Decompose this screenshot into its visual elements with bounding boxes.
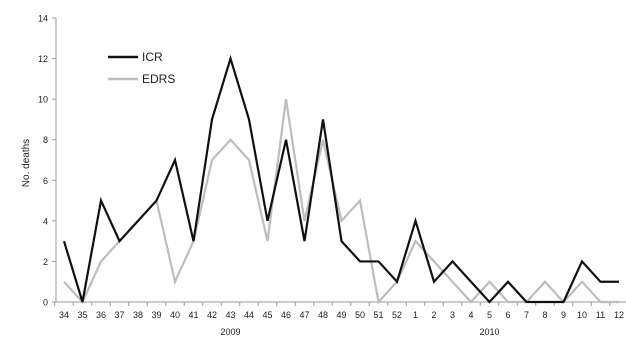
x-tick-label: 34 <box>59 310 69 320</box>
x-tick-label: 42 <box>207 310 217 320</box>
year-label-2010: 2010 <box>479 327 499 337</box>
x-axis-ticks: 34 35 36 37 38 39 40 41 42 43 44 45 46 47 48 49 50 51 52 1 2… <box>54 302 624 320</box>
y-tick-label: 8 <box>43 135 48 145</box>
x-tick-label: 7 <box>524 310 529 320</box>
legend: ICR EDRS <box>108 50 175 86</box>
x-tick-label: 40 <box>170 310 180 320</box>
x-tick-label: 52 <box>392 310 402 320</box>
x-tick-label: 46 <box>281 310 291 320</box>
legend-label-edrs: EDRS <box>142 72 175 86</box>
x-tick-label: 5 <box>487 310 492 320</box>
x-tick-label: 48 <box>318 310 328 320</box>
x-tick-label: 4 <box>468 310 473 320</box>
x-tick-label: 1 <box>413 310 418 320</box>
series-line-icr <box>62 54 619 304</box>
y-tick-label: 4 <box>43 216 48 226</box>
x-tick-label: 37 <box>114 310 124 320</box>
y-tick-label: 2 <box>43 257 48 267</box>
x-tick-label: 6 <box>505 310 510 320</box>
x-tick-label: 49 <box>336 310 346 320</box>
y-tick-label: 6 <box>43 176 48 186</box>
x-tick-label: 44 <box>244 310 254 320</box>
x-tick-label: 43 <box>225 310 235 320</box>
x-tick-label: 11 <box>596 310 605 320</box>
x-tick-label: 47 <box>299 310 309 320</box>
legend-label-icr: ICR <box>142 50 163 64</box>
x-tick-label: 39 <box>151 310 161 320</box>
x-tick-label: 41 <box>188 310 198 320</box>
x-tick-label: 45 <box>262 310 272 320</box>
x-tick-label: 8 <box>542 310 547 320</box>
x-tick-label: 35 <box>77 310 87 320</box>
x-tick-label: 10 <box>577 310 587 320</box>
year-label-2009: 2009 <box>220 327 240 337</box>
x-tick-label: 50 <box>355 310 365 320</box>
x-tick-label: 3 <box>450 310 455 320</box>
y-tick-label: 12 <box>38 54 48 64</box>
y-tick-label: 14 <box>38 14 48 24</box>
x-tick-label: 51 <box>373 310 383 320</box>
y-axis-ticks: 0 2 4 6 8 10 12 14 <box>38 14 56 308</box>
x-tick-label: 36 <box>96 310 106 320</box>
x-tick-label: 9 <box>561 310 566 320</box>
x-tick-label: 12 <box>614 310 624 320</box>
y-tick-label: 0 <box>43 298 48 308</box>
x-tick-label: 2 <box>431 310 436 320</box>
series-line-edrs <box>63 98 619 305</box>
x-tick-label: 38 <box>133 310 143 320</box>
y-tick-label: 10 <box>38 95 48 105</box>
y-axis-label: No. deaths <box>21 139 32 187</box>
series-lines <box>62 54 619 305</box>
